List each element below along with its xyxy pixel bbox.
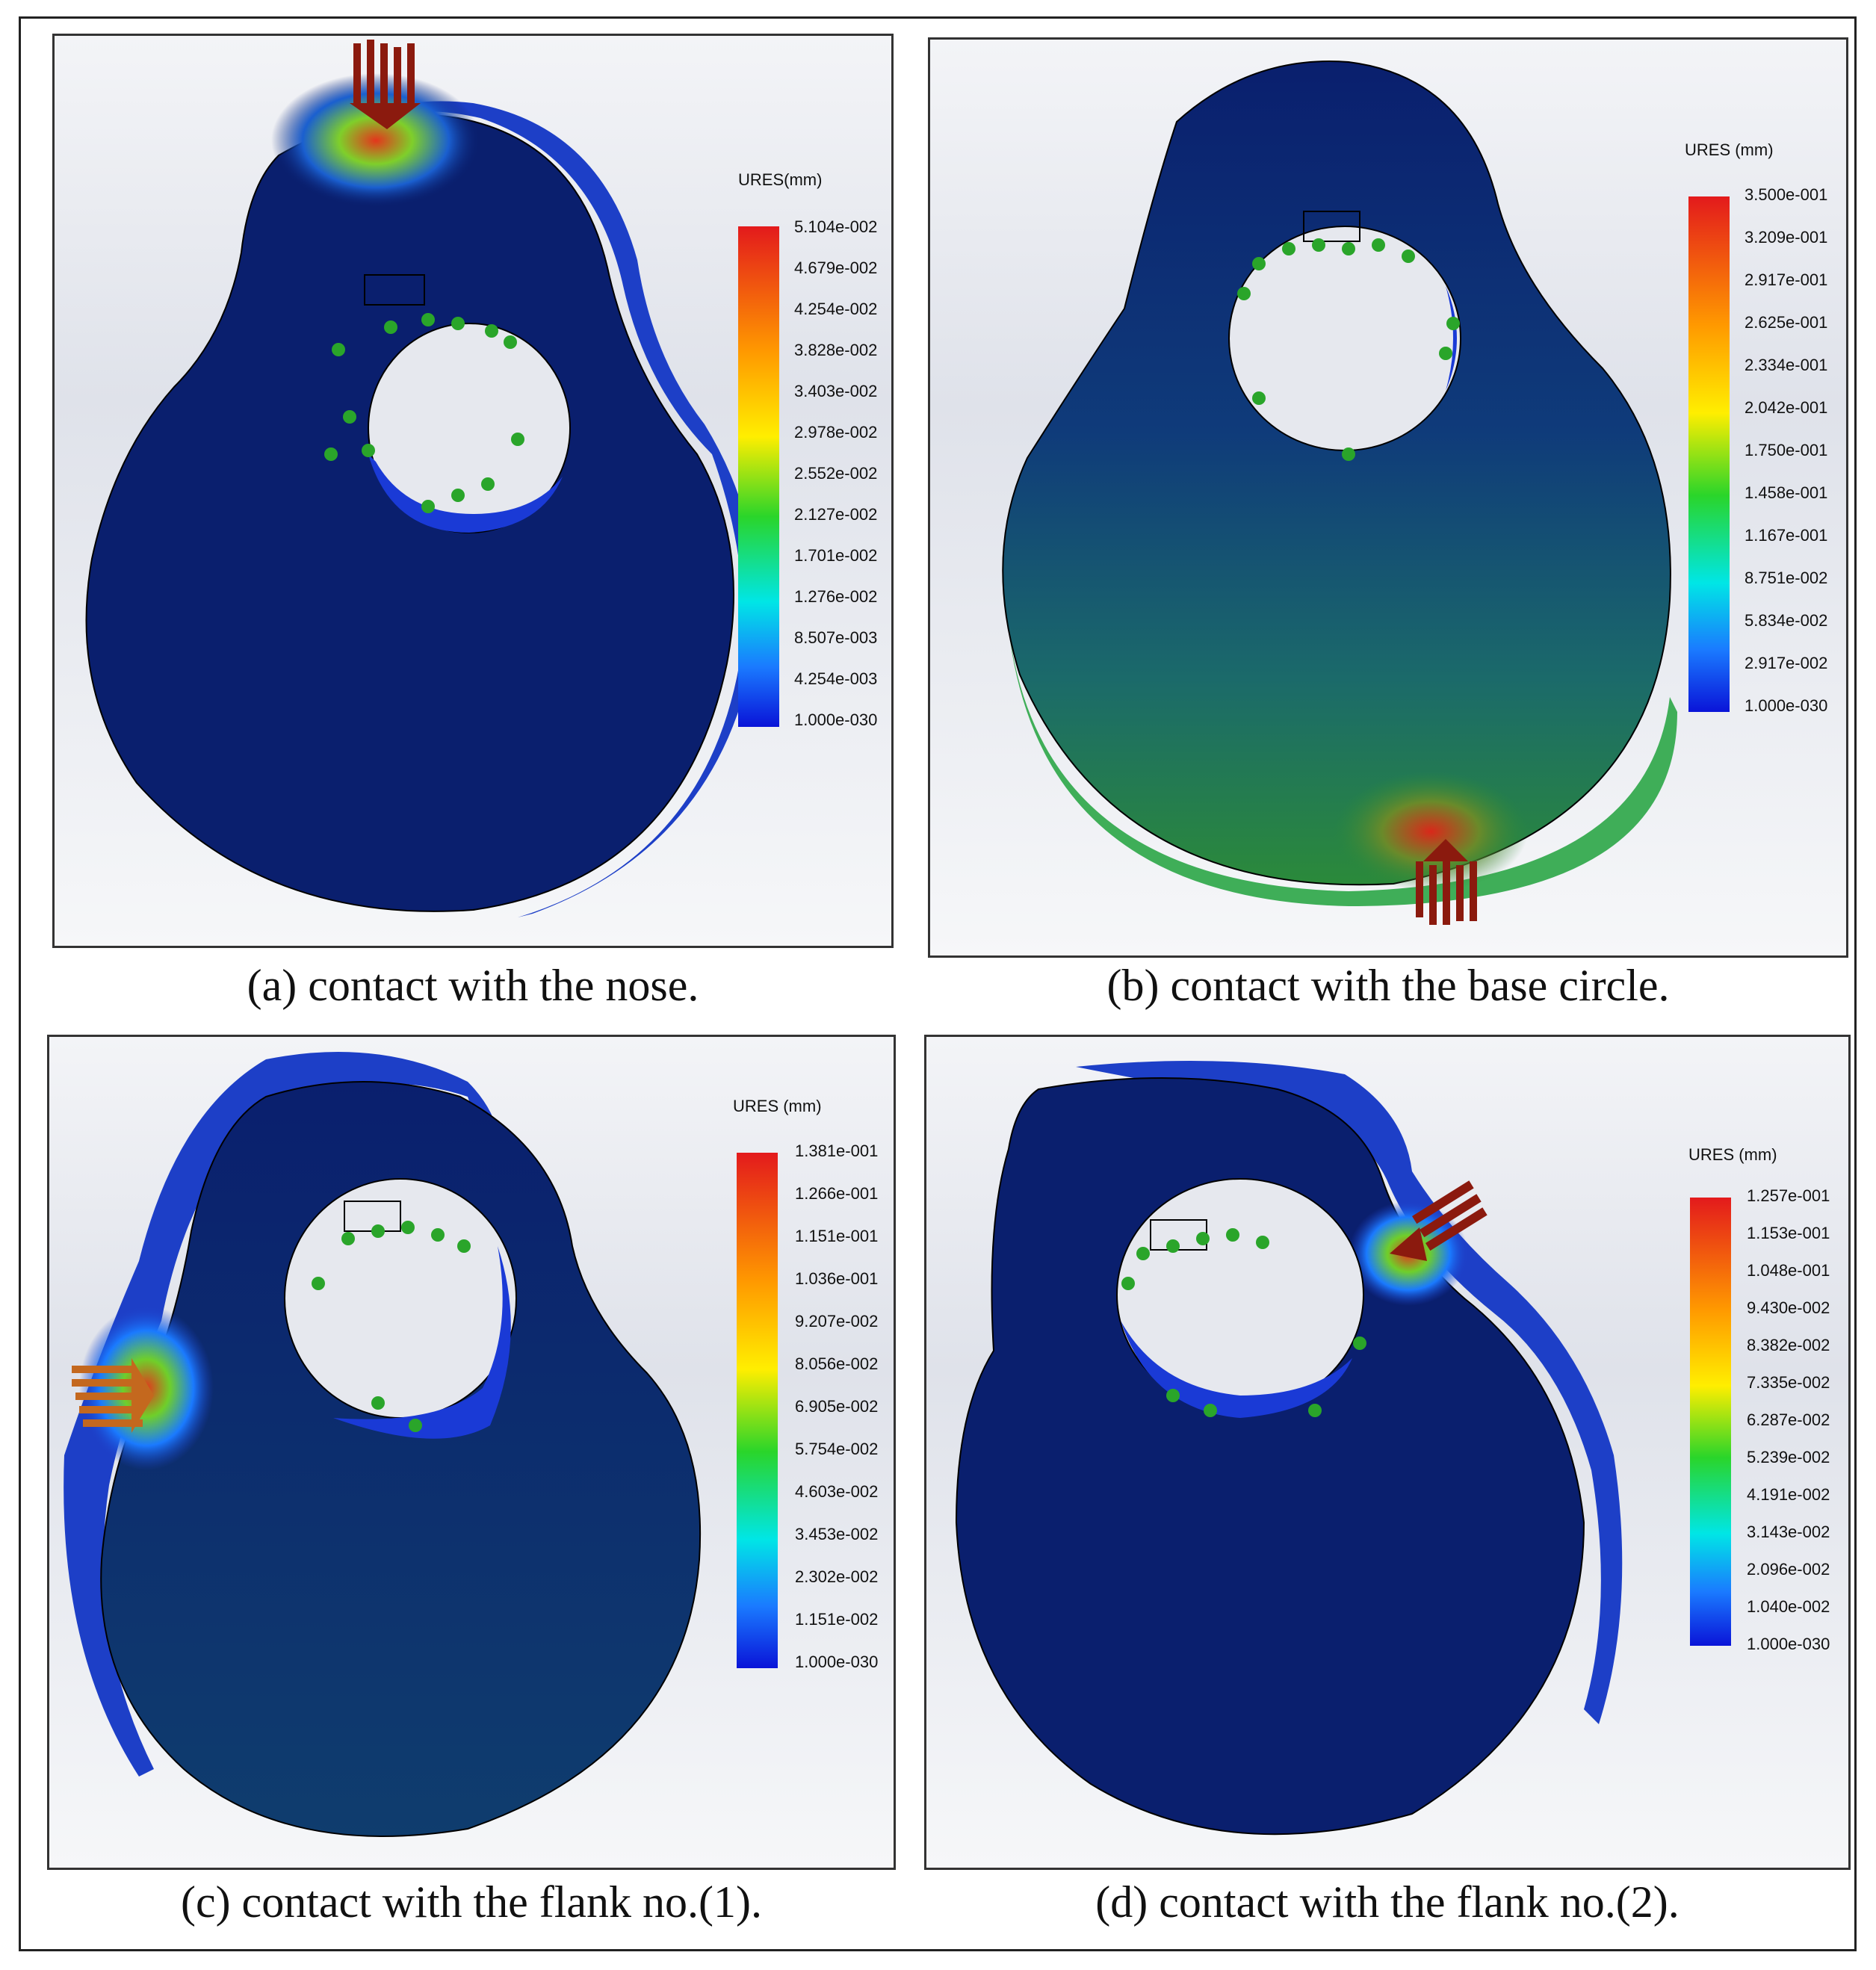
legend-title: URES (mm) bbox=[1685, 140, 1774, 159]
legend-value: 2.917e-002 bbox=[1745, 654, 1827, 672]
legend-value: 5.104e-002 bbox=[794, 217, 877, 236]
color-scale-bar bbox=[737, 1153, 778, 1668]
legend-value: 6.905e-002 bbox=[795, 1397, 878, 1416]
legend-value: 5.239e-002 bbox=[1747, 1448, 1830, 1466]
legend-value: 2.302e-002 bbox=[795, 1567, 878, 1586]
bore-inner-wall bbox=[333, 1246, 511, 1439]
legend-value: 2.978e-002 bbox=[794, 423, 877, 442]
legend-value: 4.254e-003 bbox=[794, 669, 877, 688]
legend-value: 1.000e-030 bbox=[795, 1652, 878, 1671]
legend-value: 1.151e-002 bbox=[795, 1610, 878, 1629]
legend-value: 2.625e-001 bbox=[1745, 313, 1827, 332]
bore-inner-wall bbox=[1446, 286, 1457, 391]
legend-value: 3.209e-001 bbox=[1745, 228, 1827, 247]
legend-value: 3.403e-002 bbox=[794, 382, 877, 400]
panel-d: URES (mm) 1.257e-001 1.153e-001 1.048e-0… bbox=[924, 1035, 1851, 1870]
legend-value: 4.603e-002 bbox=[795, 1482, 878, 1501]
legend-value: 2.917e-001 bbox=[1745, 270, 1827, 289]
legend-value: 1.257e-001 bbox=[1747, 1186, 1830, 1205]
fixture-markers bbox=[324, 313, 524, 513]
legend-value: 1.151e-001 bbox=[795, 1227, 878, 1245]
fixture-markers bbox=[1121, 1228, 1366, 1417]
legend-value: 8.507e-003 bbox=[794, 628, 877, 647]
legend-value: 5.754e-002 bbox=[795, 1440, 878, 1458]
legend-value: 6.287e-002 bbox=[1747, 1410, 1830, 1429]
legend-value: 4.191e-002 bbox=[1747, 1485, 1830, 1504]
color-scale-bar bbox=[738, 226, 779, 727]
legend-value: 1.000e-030 bbox=[794, 710, 877, 729]
legend-value: 1.750e-001 bbox=[1745, 441, 1827, 459]
figure-frame bbox=[19, 16, 1857, 1951]
legend-value: 8.382e-002 bbox=[1747, 1336, 1830, 1354]
legend-value: 9.207e-002 bbox=[795, 1312, 878, 1331]
legend-value: 1.167e-001 bbox=[1745, 526, 1827, 545]
caption-c: (c) contact with the flank no.(1). bbox=[180, 1877, 763, 1927]
legend-title: URES (mm) bbox=[1688, 1145, 1777, 1164]
legend-value: 1.048e-001 bbox=[1747, 1261, 1830, 1280]
legend-value: 3.500e-001 bbox=[1745, 185, 1827, 204]
caption-b: (b) contact with the base circle. bbox=[1106, 961, 1670, 1010]
legend-value: 4.679e-002 bbox=[794, 258, 877, 277]
legend-value: 2.096e-002 bbox=[1747, 1560, 1830, 1579]
legend-value: 1.153e-001 bbox=[1747, 1224, 1830, 1242]
legend-value: 3.453e-002 bbox=[795, 1525, 878, 1543]
hotspot bbox=[271, 73, 480, 208]
keyway bbox=[364, 274, 425, 306]
panel-a: URES(mm) 5.104e-002 4.679e-002 4.254e-00… bbox=[52, 34, 894, 948]
legend-value: 1.276e-002 bbox=[794, 587, 877, 606]
legend-value: 1.000e-030 bbox=[1747, 1635, 1830, 1653]
legend-value: 1.040e-002 bbox=[1747, 1597, 1830, 1616]
legend-value: 2.042e-001 bbox=[1745, 398, 1827, 417]
bore-inner-wall bbox=[368, 454, 563, 533]
color-scale-bar bbox=[1690, 1198, 1731, 1646]
legend-value: 3.143e-002 bbox=[1747, 1523, 1830, 1541]
legend-title: URES(mm) bbox=[738, 170, 822, 189]
legend-value: 1.266e-001 bbox=[795, 1184, 878, 1203]
fixture-markers bbox=[1237, 238, 1460, 461]
caption-a: (a) contact with the nose. bbox=[247, 961, 699, 1010]
legend-value: 9.430e-002 bbox=[1747, 1298, 1830, 1317]
legend-value: 1.701e-002 bbox=[794, 546, 877, 565]
legend-value: 2.334e-001 bbox=[1745, 356, 1827, 374]
cam-body bbox=[1002, 61, 1671, 886]
legend-value: 2.127e-002 bbox=[794, 505, 877, 524]
legend-value: 4.254e-002 bbox=[794, 300, 877, 318]
legend-title: URES (mm) bbox=[733, 1097, 822, 1115]
legend-value: 5.834e-002 bbox=[1745, 611, 1827, 630]
cam-side-wall bbox=[64, 1052, 501, 1777]
legend-value: 7.335e-002 bbox=[1747, 1373, 1830, 1392]
load-arrow bbox=[1390, 1180, 1488, 1261]
legend-value: 1.458e-001 bbox=[1745, 483, 1827, 502]
legend-value: 8.056e-002 bbox=[795, 1354, 878, 1373]
legend-value: 8.751e-002 bbox=[1745, 569, 1827, 587]
caption-d: (d) contact with the flank no.(2). bbox=[1095, 1877, 1680, 1927]
cam-side-wall bbox=[301, 101, 758, 917]
panel-b: URES (mm) 3.500e-001 3.209e-001 2.917e-0… bbox=[928, 37, 1848, 958]
legend-value: 1.036e-001 bbox=[795, 1269, 878, 1288]
load-arrow bbox=[1416, 839, 1477, 925]
keyway bbox=[1303, 211, 1360, 242]
fixture-markers bbox=[312, 1221, 471, 1432]
color-scale-bar bbox=[1688, 196, 1730, 712]
legend-value: 1.000e-030 bbox=[1745, 696, 1827, 715]
hotspot bbox=[1334, 772, 1528, 891]
load-arrow bbox=[72, 1358, 154, 1433]
legend-value: 1.381e-001 bbox=[795, 1142, 878, 1160]
legend-value: 2.552e-002 bbox=[794, 464, 877, 483]
panel-c: URES (mm) 1.381e-001 1.266e-001 1.151e-0… bbox=[47, 1035, 896, 1870]
legend-value: 3.828e-002 bbox=[794, 341, 877, 359]
load-arrow bbox=[350, 40, 421, 129]
